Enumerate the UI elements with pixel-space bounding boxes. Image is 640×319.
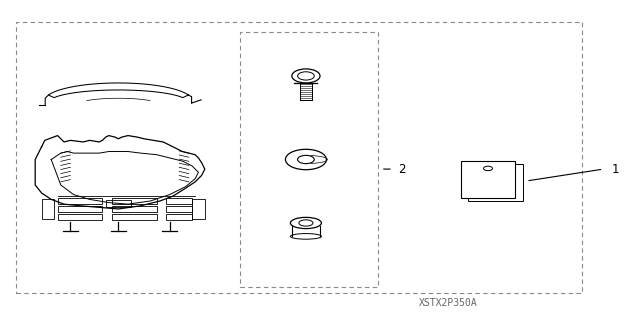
Bar — [42, 199, 54, 219]
Bar — [58, 198, 102, 204]
Bar — [106, 200, 131, 207]
Text: 2: 2 — [398, 163, 406, 175]
Bar — [112, 214, 157, 220]
Bar — [166, 206, 192, 212]
Text: XSTX2P350A: XSTX2P350A — [419, 298, 477, 308]
Bar — [58, 206, 102, 212]
Bar — [112, 206, 157, 212]
Polygon shape — [461, 161, 515, 198]
Bar — [58, 214, 102, 220]
Bar — [240, 32, 378, 287]
Bar — [166, 214, 192, 220]
Bar — [112, 198, 157, 204]
Text: 1: 1 — [611, 163, 619, 175]
Bar — [192, 199, 205, 219]
Bar — [16, 22, 582, 293]
Bar — [166, 198, 192, 204]
